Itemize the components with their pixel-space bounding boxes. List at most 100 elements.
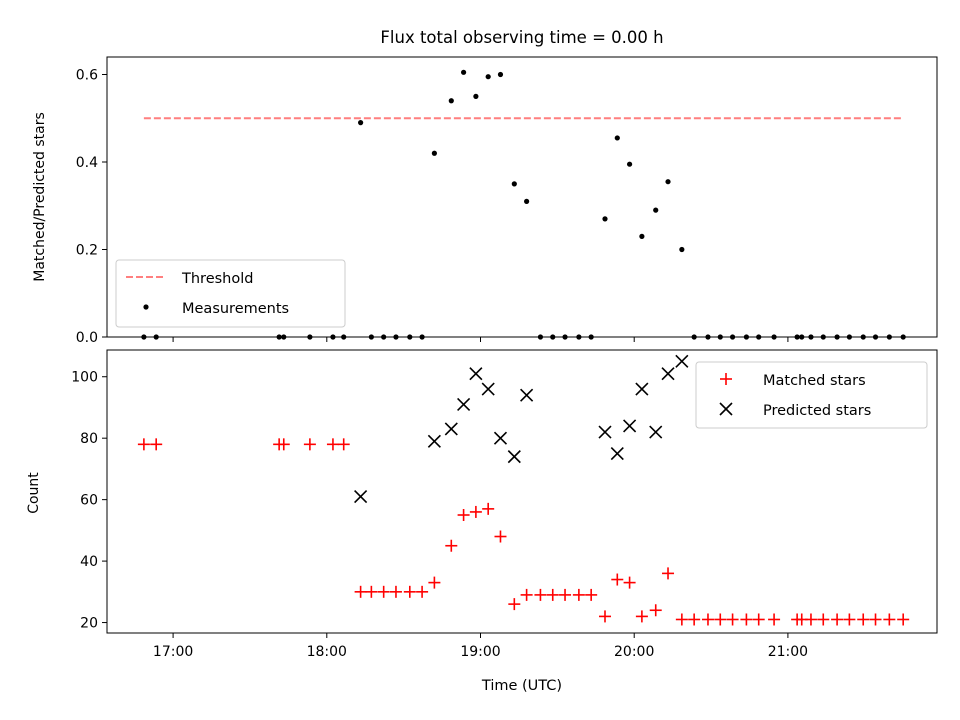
predicted-stars-point	[444, 422, 458, 436]
predicted-stars-point	[649, 425, 663, 439]
matched-stars-point	[857, 613, 870, 626]
count-y-tick-label: 60	[80, 493, 98, 509]
predicted-stars-point	[520, 388, 534, 402]
matched-stars-point	[469, 505, 482, 518]
matched-stars-legend-swatch	[720, 373, 732, 385]
predicted-stars-point	[635, 382, 649, 396]
measurements-point	[460, 69, 467, 75]
matched-stars-point	[649, 604, 662, 617]
measurements-point	[524, 198, 530, 204]
matched-stars-point	[494, 530, 507, 543]
ratio-y-axis-label: Matched/Predicted stars	[32, 112, 48, 282]
measurements-point	[485, 74, 491, 80]
predicted-stars-legend-label: Predicted stars	[763, 403, 871, 419]
ratio-y-tick-label: 0.6	[76, 68, 98, 84]
count-y-axis-label: Count	[26, 472, 42, 514]
matched-stars-point	[897, 613, 910, 626]
matched-stars-point	[403, 585, 416, 598]
ratio-y-tick-label: 0.0	[76, 330, 98, 346]
matched-stars-point	[831, 613, 844, 626]
x-tick-label: 20:00	[614, 644, 654, 660]
count-y-tick-label: 80	[80, 431, 98, 447]
x-tick-label: 19:00	[460, 644, 500, 660]
matched-stars-point	[559, 588, 572, 601]
matched-stars-point	[416, 585, 429, 598]
x-tick-label: 21:00	[768, 644, 808, 660]
measurements-point	[473, 93, 479, 99]
matched-stars-point	[883, 613, 896, 626]
matched-stars-point	[701, 613, 714, 626]
count-legend: Matched stars Predicted stars	[695, 361, 928, 429]
matched-stars-point	[599, 610, 611, 623]
predicted-stars-point	[675, 354, 689, 368]
matched-stars-point	[326, 438, 339, 451]
measurements-point	[653, 207, 659, 213]
measurements-legend-swatch	[143, 304, 149, 310]
matched-stars-point	[688, 613, 701, 626]
predicted-stars-point	[507, 450, 521, 464]
x-tick-label: 18:00	[307, 644, 347, 660]
matched-stars-point	[354, 585, 367, 598]
x-axis-label: Time (UTC)	[481, 678, 562, 694]
measurements-point	[665, 179, 671, 185]
ratio-panel: 0.0 0.2 0.4 0.6 Matched/Predicted stars Thr…	[32, 56, 938, 346]
count-y-tick-label: 100	[71, 370, 98, 386]
predicted-stars-point	[469, 367, 483, 381]
matched-stars-point	[534, 588, 547, 601]
matched-stars-point	[482, 502, 495, 515]
count-legend-frame	[695, 361, 928, 429]
matched-stars-point	[520, 588, 533, 601]
count-panel: 17:00 18:00 19:00 20:00 21:00 20 40 60 80 100 Cou…	[26, 349, 938, 660]
matched-stars-point	[869, 613, 882, 626]
matched-stars-point	[457, 509, 470, 522]
predicted-stars-point	[661, 367, 675, 381]
matched-stars-point	[726, 613, 739, 626]
measurements-point	[497, 71, 504, 78]
predicted-stars-point	[427, 434, 441, 448]
threshold-legend-label: Threshold	[181, 271, 253, 287]
matched-stars-point	[377, 585, 390, 598]
matched-stars-point	[389, 585, 402, 598]
matched-stars-point	[546, 588, 559, 601]
matched-stars-point	[428, 576, 441, 589]
matched-stars-point	[137, 438, 150, 451]
count-y-tick-label: 20	[80, 616, 98, 632]
predicted-stars-point	[610, 446, 624, 461]
matched-stars-point	[768, 613, 781, 626]
matched-stars-point	[277, 438, 290, 451]
matched-stars-point	[662, 567, 675, 580]
matched-stars-point	[303, 438, 316, 451]
measurements-point	[679, 246, 685, 253]
chart-title: Flux total observing time = 0.00 h	[380, 28, 663, 47]
matched-stars-point	[508, 598, 521, 611]
measurements-point	[602, 216, 608, 222]
matched-stars-point	[150, 438, 163, 451]
measurements-point	[626, 161, 633, 167]
measurements-point	[639, 233, 645, 239]
predicted-stars-point	[598, 425, 612, 439]
matched-stars-point	[635, 610, 648, 623]
x-tick-label: 17:00	[153, 644, 193, 660]
predicted-stars-point	[481, 382, 495, 396]
matched-stars-point	[675, 613, 688, 626]
matched-stars-legend-label: Matched stars	[763, 373, 866, 389]
measurements-point	[614, 135, 620, 141]
matched-stars-point	[337, 438, 350, 451]
measurements-legend-label: Measurements	[182, 301, 289, 317]
matched-stars-point	[843, 613, 856, 626]
matched-stars-point	[623, 576, 636, 589]
matched-stars-point	[611, 573, 624, 586]
ratio-legend: Threshold Measurements	[115, 259, 346, 328]
predicted-stars-point	[457, 397, 471, 411]
matched-stars-point	[365, 585, 378, 598]
predicted-stars-point	[354, 490, 368, 504]
measurements-point	[431, 150, 437, 156]
predicted-stars-point	[623, 419, 637, 433]
measurements-point	[511, 181, 517, 187]
matched-stars-point	[817, 613, 830, 626]
predicted-stars-legend-swatch	[719, 402, 733, 416]
ratio-legend-frame	[115, 259, 346, 328]
ratio-y-tick-label: 0.4	[76, 155, 98, 171]
count-y-tick-label: 40	[80, 554, 98, 570]
